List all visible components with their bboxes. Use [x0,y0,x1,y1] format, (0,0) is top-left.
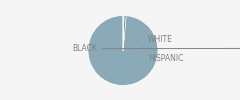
Text: BLACK: BLACK [72,16,240,53]
Wedge shape [123,16,126,50]
Text: HISPANIC: HISPANIC [148,54,184,63]
Wedge shape [123,16,124,50]
Text: WHITE: WHITE [142,35,173,48]
Wedge shape [88,16,158,86]
